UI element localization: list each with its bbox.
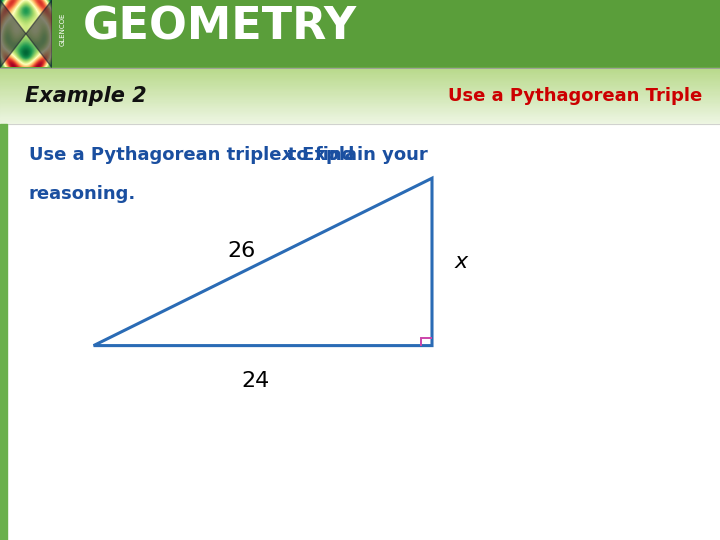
Bar bbox=[0, 80, 720, 81]
Bar bbox=[0, 97, 720, 98]
Text: GLENCOE: GLENCOE bbox=[60, 12, 66, 45]
Bar bbox=[0, 107, 720, 109]
Bar bbox=[0, 122, 720, 123]
Bar bbox=[0, 98, 720, 99]
Bar bbox=[0, 121, 720, 122]
Bar bbox=[0, 120, 720, 121]
Bar bbox=[0, 81, 720, 82]
Bar bbox=[0, 94, 720, 96]
Bar bbox=[0, 124, 7, 540]
Text: reasoning.: reasoning. bbox=[29, 185, 136, 202]
Bar bbox=[0, 0, 720, 68]
Bar bbox=[0, 117, 720, 119]
Bar bbox=[0, 118, 720, 120]
Bar bbox=[0, 78, 720, 79]
Bar bbox=[0, 109, 720, 110]
Bar bbox=[0, 88, 720, 89]
Bar bbox=[0, 68, 720, 69]
Text: . Explain your: . Explain your bbox=[289, 146, 428, 164]
Bar bbox=[0, 111, 720, 112]
Bar bbox=[0, 77, 720, 78]
Bar bbox=[0, 91, 720, 92]
Bar bbox=[0, 79, 720, 80]
Bar bbox=[0, 99, 720, 100]
Bar bbox=[0, 103, 720, 104]
Bar bbox=[0, 112, 720, 113]
Text: x: x bbox=[282, 146, 294, 164]
Bar bbox=[0, 76, 720, 77]
Text: Use a Pythagorean Triple: Use a Pythagorean Triple bbox=[448, 87, 702, 105]
Bar bbox=[0, 100, 720, 102]
Bar bbox=[0, 123, 720, 124]
Text: 24: 24 bbox=[241, 370, 270, 391]
Bar bbox=[0, 106, 720, 107]
Bar bbox=[0, 87, 720, 88]
Bar bbox=[0, 71, 720, 72]
Bar bbox=[0, 96, 720, 97]
Bar bbox=[0, 102, 720, 103]
Bar bbox=[0, 72, 720, 73]
Bar bbox=[0, 116, 720, 117]
Polygon shape bbox=[26, 0, 52, 68]
Bar bbox=[0, 86, 720, 87]
Bar bbox=[0, 104, 720, 105]
Text: Use a Pythagorean triple to find: Use a Pythagorean triple to find bbox=[29, 146, 361, 164]
Bar bbox=[0, 75, 720, 76]
Bar bbox=[0, 93, 720, 94]
Bar bbox=[0, 70, 720, 71]
Text: x: x bbox=[454, 252, 467, 272]
Bar bbox=[0, 89, 720, 90]
Bar bbox=[0, 105, 720, 106]
Text: 26: 26 bbox=[227, 241, 256, 261]
Bar bbox=[0, 114, 720, 115]
Text: GEOMETRY: GEOMETRY bbox=[83, 5, 357, 49]
Bar bbox=[0, 113, 720, 114]
Bar bbox=[0, 90, 720, 91]
Bar bbox=[0, 115, 720, 116]
Bar bbox=[0, 84, 720, 86]
Bar bbox=[0, 73, 720, 75]
Bar bbox=[0, 110, 720, 111]
Bar bbox=[0, 92, 720, 93]
Bar bbox=[0, 69, 720, 70]
Polygon shape bbox=[0, 0, 26, 68]
Bar bbox=[0, 83, 720, 84]
Text: Example 2: Example 2 bbox=[25, 86, 147, 106]
Bar bbox=[0, 82, 720, 83]
